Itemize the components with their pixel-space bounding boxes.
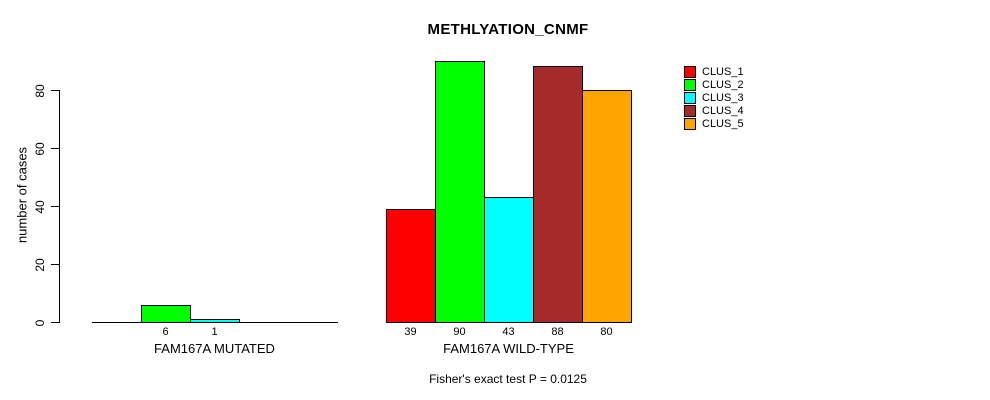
bar-CLUS_4-group1-zero (239, 322, 289, 323)
legend-label: CLUS_3 (702, 91, 744, 104)
bar-value-label: 43 (502, 326, 515, 338)
y-axis-label: number of cases (14, 146, 30, 244)
bar-value-label: 1 (211, 326, 218, 338)
y-tick-label: 40 (33, 199, 47, 214)
chart-title: METHLYATION_CNMF (427, 21, 589, 38)
legend-swatch-CLUS_2 (684, 78, 696, 91)
y-tick-mark (51, 322, 59, 323)
legend-item-CLUS_1: CLUS_1 (684, 65, 744, 78)
legend-item-CLUS_2: CLUS_2 (684, 78, 744, 91)
bar-value-label: 90 (453, 326, 466, 338)
y-tick-label: 0 (33, 319, 47, 326)
legend-swatch-CLUS_4 (684, 104, 696, 117)
bar-CLUS_2-group2 (435, 61, 485, 323)
y-tick-mark (51, 206, 59, 207)
x-axis-group-label: FAM167A WILD-TYPE (443, 341, 574, 356)
footnote: Fisher's exact test P = 0.0125 (429, 372, 587, 386)
legend-item-CLUS_3: CLUS_3 (684, 91, 744, 104)
bar-value-label: 39 (404, 326, 417, 338)
bar-CLUS_3-group1 (190, 319, 240, 323)
legend-swatch-CLUS_1 (684, 65, 696, 78)
y-tick-label: 60 (33, 141, 47, 156)
bar-CLUS_5-group2 (582, 90, 632, 323)
bar-CLUS_3-group2 (484, 197, 534, 323)
legend-label: CLUS_5 (702, 117, 744, 130)
legend-label: CLUS_4 (702, 104, 744, 117)
y-tick-mark (51, 90, 59, 91)
bar-CLUS_2-group1 (141, 305, 191, 323)
legend-label: CLUS_2 (702, 78, 744, 91)
legend-swatch-CLUS_3 (684, 91, 696, 104)
y-tick-mark (51, 148, 59, 149)
bar-value-label: 88 (551, 326, 564, 338)
bar-value-label: 80 (600, 326, 613, 338)
x-axis-group-label: FAM167A MUTATED (154, 341, 275, 356)
legend-swatch-CLUS_5 (684, 117, 696, 130)
bar-CLUS_5-group1-zero (288, 322, 338, 323)
y-tick-mark (51, 264, 59, 265)
bar-CLUS_1-group1-zero (92, 322, 142, 323)
legend-item-CLUS_4: CLUS_4 (684, 104, 744, 117)
bar-value-label: 6 (162, 326, 169, 338)
bar-CLUS_4-group2 (533, 66, 583, 323)
y-tick-label: 80 (33, 83, 47, 98)
y-axis-line (59, 90, 60, 323)
legend-label: CLUS_1 (702, 65, 744, 78)
bar-CLUS_1-group2 (386, 209, 436, 323)
legend-item-CLUS_5: CLUS_5 (684, 117, 744, 130)
y-tick-label: 20 (33, 257, 47, 272)
